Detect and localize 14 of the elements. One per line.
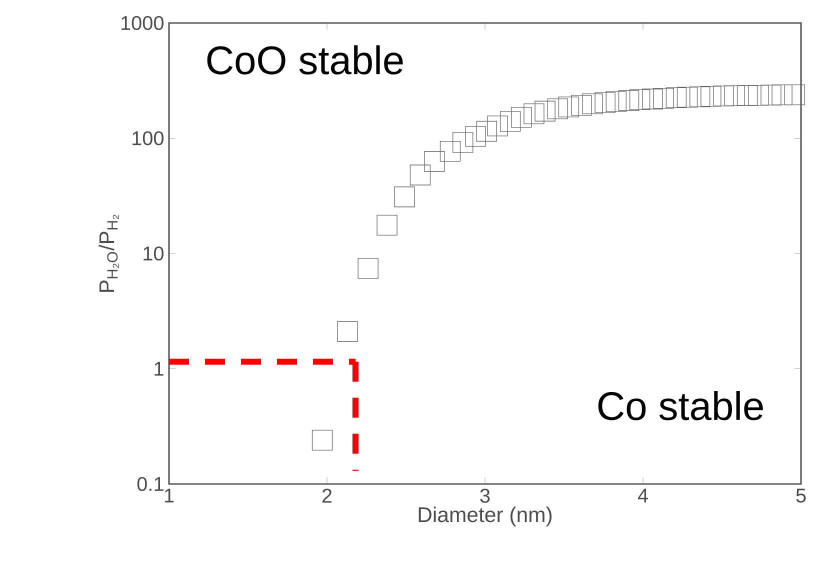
- y-tick-label: 1: [154, 362, 164, 376]
- annotation: CoO stable: [207, 45, 403, 75]
- x-tick-label: 2: [322, 488, 332, 503]
- y-tick-label: 100: [132, 131, 164, 146]
- y-tick-label: 1000: [122, 16, 164, 30]
- y-axis-title: P$_{H₂O}$/P$_{H₂}$: [98, 214, 119, 292]
- x-tick-label: 3: [480, 488, 490, 503]
- y-tick-label: 0.1: [137, 476, 164, 492]
- x-axis-title: Diameter (nm): [418, 506, 552, 526]
- annotation: Co stable: [598, 391, 763, 420]
- x-tick-label: 5: [796, 488, 806, 503]
- x-tick-label: 4: [638, 488, 648, 502]
- y-tick-label: 10: [144, 246, 164, 261]
- x-tick-label: 1: [164, 488, 174, 502]
